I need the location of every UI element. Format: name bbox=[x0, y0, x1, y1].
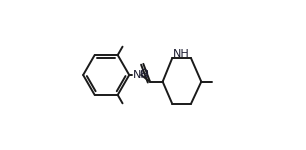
Text: O: O bbox=[139, 69, 148, 79]
Text: NH: NH bbox=[173, 49, 190, 59]
Text: NH: NH bbox=[133, 70, 150, 80]
